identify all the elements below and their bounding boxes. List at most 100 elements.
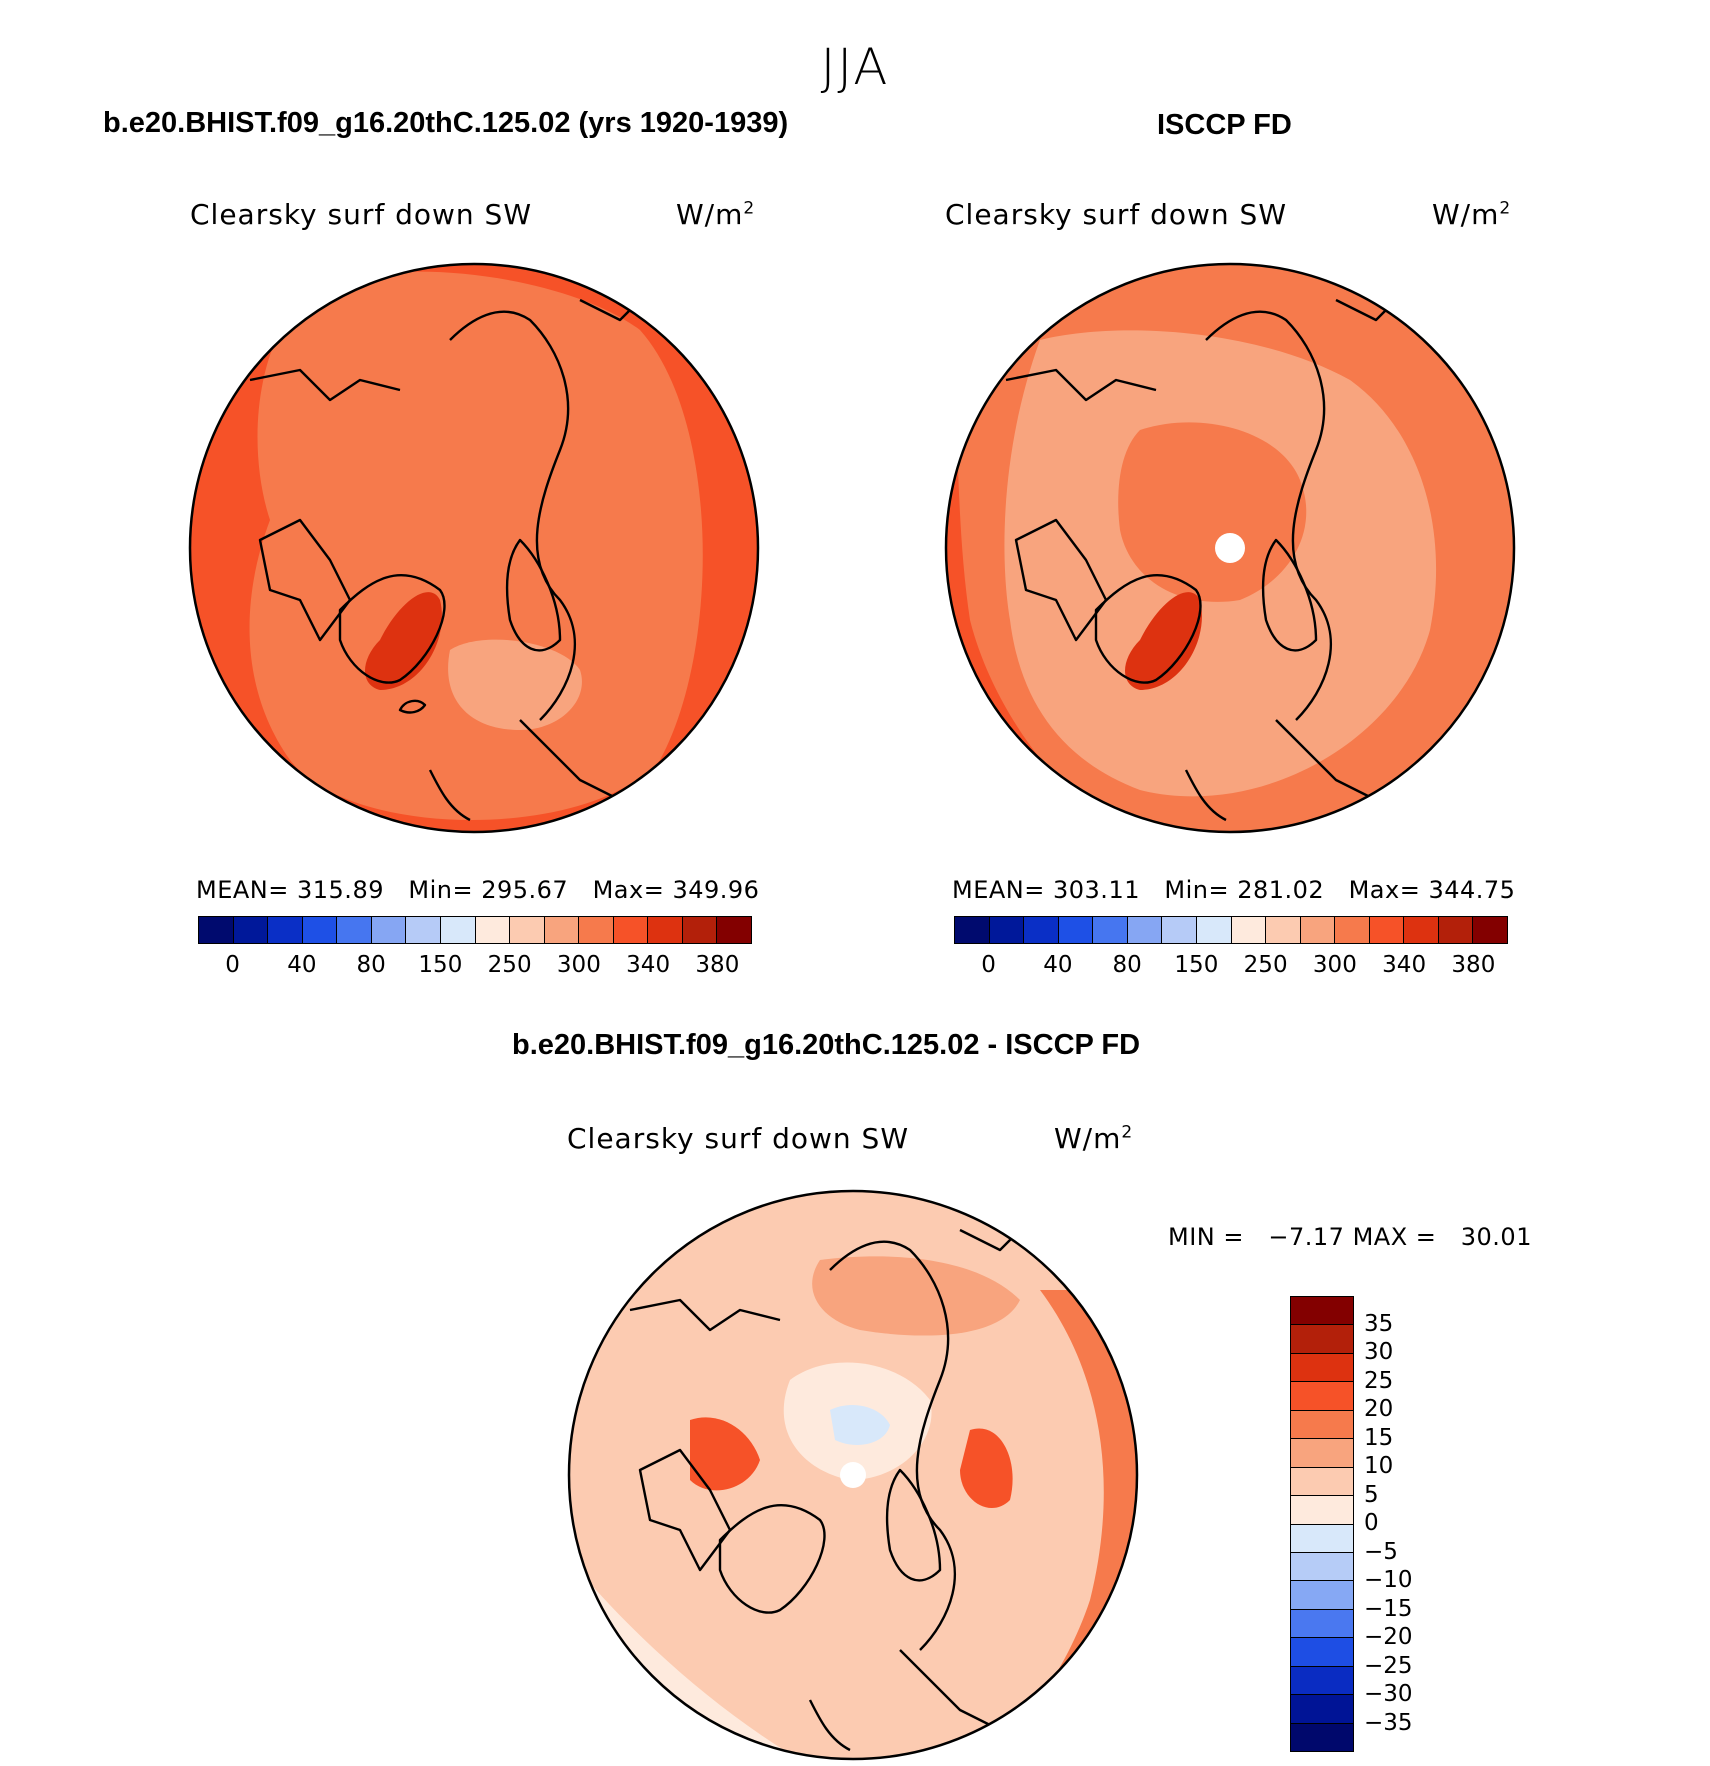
- colorbar-cell: [1058, 917, 1094, 943]
- colorbar-tick-label: 20: [1364, 1396, 1394, 1422]
- colorbar-cell: [1291, 1523, 1353, 1552]
- colorbar-tick-label: 80: [356, 952, 386, 978]
- model-greenland-high: [365, 592, 442, 690]
- obs-field-edge: [946, 330, 1120, 830]
- colorbar-cell: [1196, 917, 1232, 943]
- model-stats: MEAN= 315.89 Min= 295.67 Max= 349.96: [196, 876, 760, 904]
- colorbar-cell: [1291, 1722, 1353, 1751]
- colorbar-tick-label: −30: [1364, 1681, 1413, 1707]
- colorbar-cell: [1404, 917, 1439, 943]
- obs-field-high: [946, 264, 1514, 832]
- colorbar-cell: [371, 917, 407, 943]
- model-colorbar: [198, 916, 752, 944]
- colorbar-cell: [955, 917, 990, 943]
- obs-panel-title: ISCCP FD: [1157, 109, 1292, 141]
- colorbar-cell: [1291, 1438, 1353, 1467]
- colorbar-cell: [1291, 1694, 1353, 1723]
- obs-stats: MEAN= 303.11 Min= 281.02 Max= 344.75: [952, 876, 1516, 904]
- colorbar-tick-label: 25: [1364, 1367, 1394, 1394]
- colorbar-cell: [302, 917, 338, 943]
- colorbar-cell: [1291, 1409, 1353, 1439]
- colorbar-cell: [1369, 917, 1405, 943]
- colorbar-tick-label: 150: [1174, 952, 1219, 978]
- colorbar-tick-label: 0: [981, 952, 996, 978]
- colorbar-cell: [717, 917, 751, 943]
- obs-field-center: [1118, 422, 1307, 602]
- colorbar-tick-label: 250: [1243, 952, 1288, 978]
- colorbar-tick-label: 340: [1382, 952, 1427, 978]
- diff-field-cool: [830, 1405, 890, 1445]
- colorbar-tick-label: 0: [225, 952, 240, 978]
- diff-stats: MIN = −7.17 MAX = 30.01: [1168, 1223, 1532, 1251]
- colorbar-tick-label: −20: [1364, 1624, 1413, 1650]
- colorbar-cell: [1024, 917, 1059, 943]
- diff-field-hot2: [960, 1428, 1013, 1509]
- colorbar-tick-label: 10: [1364, 1453, 1394, 1479]
- colorbar-tick-label: 40: [287, 952, 317, 978]
- colorbar-tick-label: 40: [1043, 952, 1073, 978]
- colorbar-tick-label: 340: [626, 952, 671, 978]
- colorbar-tick-label: 15: [1364, 1424, 1394, 1451]
- diff-field-light: [569, 1560, 800, 1759]
- model-panel-title: b.e20.BHIST.f09_g16.20thC.125.02 (yrs 19…: [103, 107, 789, 139]
- colorbar-cell: [233, 917, 269, 943]
- diff-field-center: [783, 1362, 932, 1480]
- model-subtitle: Clearsky surf down SW: [190, 198, 533, 231]
- colorbar-cell: [1291, 1665, 1353, 1695]
- colorbar-cell: [510, 917, 545, 943]
- diff-colorbar-ticks: 35 30 25 20 15 10 5 0 −5 −10 −15 −20 −25 −30 −35: [1364, 1296, 1444, 1752]
- colorbar-tick-label: −5: [1364, 1538, 1398, 1565]
- colorbar-cell: [1291, 1608, 1353, 1638]
- colorbar-cell: [337, 917, 372, 943]
- colorbar-cell: [1473, 917, 1507, 943]
- model-field-low: [448, 639, 582, 730]
- colorbar-cell: [1291, 1381, 1353, 1410]
- obs-colorbar-ticks: 0 40 80 150 250 300 340 380: [954, 952, 1508, 982]
- colorbar-cell: [544, 917, 580, 943]
- colorbar-cell: [1093, 917, 1128, 943]
- colorbar-tick-label: 80: [1112, 952, 1142, 978]
- colorbar-tick-label: −10: [1364, 1567, 1413, 1593]
- colorbar-tick-label: 150: [418, 952, 463, 978]
- colorbar-cell: [1438, 917, 1474, 943]
- colorbar-tick-label: −25: [1364, 1652, 1413, 1679]
- colorbar-tick-label: −35: [1364, 1709, 1413, 1736]
- diff-pole-hole: [840, 1462, 866, 1488]
- diff-subtitle: Clearsky surf down SW: [567, 1122, 910, 1155]
- colorbar-cell: [1335, 917, 1370, 943]
- colorbar-tick-label: 35: [1364, 1310, 1394, 1337]
- obs-subtitle: Clearsky surf down SW: [945, 198, 1288, 231]
- colorbar-cell: [613, 917, 649, 943]
- colorbar-tick-label: 300: [1312, 952, 1357, 978]
- colorbar-cell: [989, 917, 1025, 943]
- diff-units: W/m2: [1054, 1122, 1134, 1155]
- colorbar-cell: [1291, 1580, 1353, 1609]
- model-field-mid: [249, 271, 703, 821]
- colorbar-tick-label: 380: [695, 952, 740, 978]
- colorbar-cell: [648, 917, 683, 943]
- diff-colorbar: [1290, 1296, 1354, 1752]
- diff-panel-title: b.e20.BHIST.f09_g16.20thC.125.02 - ISCCP…: [512, 1029, 1141, 1061]
- colorbar-cell: [199, 917, 234, 943]
- model-field-high: [190, 264, 758, 832]
- colorbar-cell: [1291, 1324, 1353, 1353]
- colorbar-cell: [579, 917, 614, 943]
- colorbar-cell: [406, 917, 441, 943]
- colorbar-tick-label: 5: [1364, 1481, 1379, 1508]
- colorbar-cell: [475, 917, 511, 943]
- colorbar-tick-label: 300: [556, 952, 601, 978]
- colorbar-tick-label: 250: [487, 952, 532, 978]
- colorbar-tick-label: 30: [1364, 1339, 1394, 1365]
- colorbar-tick-label: −15: [1364, 1595, 1413, 1622]
- colorbar-cell: [440, 917, 476, 943]
- diff-field-base: [569, 1191, 1137, 1759]
- obs-colorbar: [954, 916, 1508, 944]
- obs-field-low: [1004, 330, 1437, 797]
- colorbar-cell: [1291, 1352, 1353, 1382]
- colorbar-cell: [682, 917, 718, 943]
- colorbar-cell: [1291, 1551, 1353, 1581]
- colorbar-cell: [1162, 917, 1197, 943]
- colorbar-tick-label: 0: [1364, 1510, 1379, 1536]
- colorbar-cell: [1291, 1466, 1353, 1496]
- diff-field-east: [1010, 1290, 1137, 1740]
